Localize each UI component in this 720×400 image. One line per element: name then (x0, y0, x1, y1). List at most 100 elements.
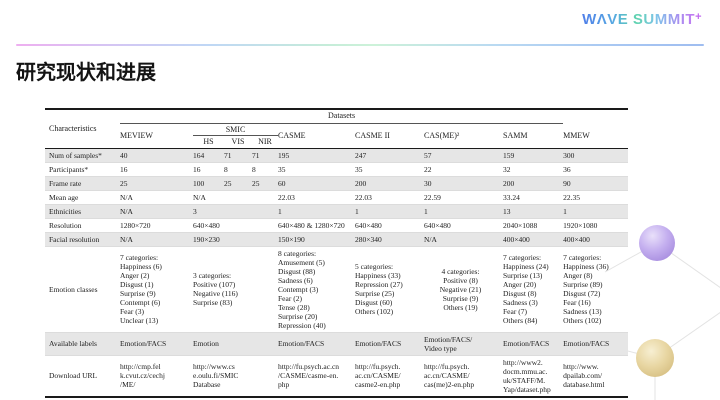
table-row: Participants* 16 16 8 8 35 35 22 32 36 (45, 162, 629, 176)
datasets-spanner-header: Datasets (120, 109, 564, 124)
table-cell: 300 (563, 147, 629, 163)
table-cell: 57 (424, 147, 503, 163)
table-cell: 190×230 (193, 234, 220, 244)
table-cell: 8 (252, 164, 256, 174)
table-cell: 1 (563, 206, 567, 216)
table-cell: 22.35 (563, 192, 580, 202)
table-cell: 7 categories: Happiness (24) Surprise (1… (503, 253, 549, 326)
table-cell: 5 categories: Happiness (33) Repression … (355, 262, 403, 317)
table-cell: 35 (278, 164, 286, 174)
yellow-sphere (636, 339, 674, 377)
table-cell: 71 (252, 147, 278, 163)
table-cell: 150×190 (278, 234, 305, 244)
row-label: Facial resolution (49, 234, 100, 244)
table-cell: Emotion/FACS (563, 339, 610, 349)
header-row-datasets: Characteristics Datasets (45, 109, 628, 133)
table-cell: 60 (278, 178, 286, 188)
table-cell: 164 (193, 147, 224, 163)
table-cell: 1 (424, 206, 428, 216)
row-label: Available labels (49, 339, 97, 349)
table-cell: 640×480 (355, 220, 382, 230)
row-label: Emotion classes (49, 284, 98, 294)
table-cell: Emotion/FACS (120, 339, 167, 349)
table-row: Emotion classes 7 categories: Happiness (… (45, 246, 629, 332)
header-row-smic-sub: HS VIS NIR (45, 136, 628, 149)
column-header-mmew: MMEW (563, 130, 590, 140)
table-cell: 247 (355, 147, 424, 163)
table-cell: 13 (503, 206, 511, 216)
column-header-meview: MEVIEW (120, 130, 153, 140)
header-row-columns: MEVIEW SMIC CASME CASME II CAS(ME)² SAMM… (45, 123, 628, 140)
table-cell: N/A (120, 234, 133, 244)
table-cell: 40 (120, 147, 193, 163)
logo-plus-icon: + (695, 11, 702, 23)
table-cell: Emotion/FACS (278, 339, 325, 349)
table-cell: http://fu.psych.ac.cn /CASME/casme-en. p… (278, 362, 340, 390)
table-cell: 7 categories: Happiness (6) Anger (2) Di… (120, 253, 162, 326)
characteristics-header: Characteristics (49, 124, 97, 134)
table-cell: 640×480 (193, 220, 220, 230)
table-cell: 16 (193, 164, 201, 174)
table-row: Available labels Emotion/FACS Emotion Emoti… (45, 332, 629, 356)
table-cell: 22.03 (278, 192, 295, 202)
subcolumn-header-nir: NIR (258, 137, 272, 147)
table-cell: 7 categories: Happiness (36) Anger (8) S… (563, 253, 609, 326)
table-cell: 1920×1080 (563, 220, 598, 230)
table-cell: 33.24 (503, 192, 520, 202)
row-label: Download URL (49, 371, 98, 381)
table-cell: 195 (278, 147, 355, 163)
table-row: Facial resolution N/A 190×230 150×190 280×34… (45, 232, 629, 247)
table-cell: 25 (120, 178, 128, 188)
wave-summit-logo: WΛVE SUMMIT+ (582, 11, 702, 28)
table-row: Download URL http://cmp.fel k.cvut.cz/cec… (45, 355, 629, 397)
table-cell: http://fu.psych. ac.cn/CASME/ casme2-en.… (355, 362, 401, 390)
column-header-smic: SMIC (193, 123, 278, 137)
table-row: Num of samples* 40 164 71 71 195 247 57 159 300 (45, 147, 629, 163)
table-cell: N/A (424, 234, 437, 244)
table-cell: 90 (563, 178, 571, 188)
row-label: Num of samples* (45, 147, 120, 163)
table-row: Frame rate 25 100 25 25 60 200 30 200 90 (45, 176, 629, 191)
table-cell: 71 (224, 147, 252, 163)
table-cell: http://cmp.fel k.cvut.cz/cechj /ME/ (120, 362, 165, 390)
table-cell: 22.03 (355, 192, 372, 202)
table-row: Ethnicities N/A 3 1 1 1 13 1 (45, 204, 629, 219)
table-cell: 30 (424, 178, 432, 188)
row-label: Resolution (49, 220, 82, 230)
column-header-samm: SAMM (503, 130, 528, 140)
table-cell: http://fu.psych. ac.cn/CASME/ cas(me)2-e… (424, 362, 475, 390)
table-header: Characteristics Datasets MEVIEW SMIC CAS… (45, 109, 628, 148)
row-label: Mean age (49, 192, 79, 202)
table-cell: Emotion/FACS/ Video type (424, 334, 473, 353)
table-cell: http://www2. docm.mmu.ac. uk/STAFF/M. Ya… (503, 357, 551, 394)
table-cell: 3 categories: Positive (107) Negative (1… (193, 271, 238, 308)
gradient-divider (16, 44, 704, 46)
table-cell: 640×480 (424, 220, 451, 230)
table-cell: 8 (224, 164, 228, 174)
table-cell: 280×340 (355, 234, 382, 244)
table-cell: 159 (503, 147, 564, 163)
table-cell: 22 (424, 164, 432, 174)
purple-sphere (639, 225, 675, 261)
table-cell: 1280×720 (120, 220, 151, 230)
table-cell: N/A (120, 206, 133, 216)
table-cell: 100 (193, 178, 205, 188)
row-label: Frame rate (49, 178, 82, 188)
table-cell: 16 (120, 164, 128, 174)
table-cell: 4 categories: Positive (8) Negative (21)… (439, 266, 482, 312)
table-cell: 1 (278, 206, 282, 216)
table-row: Mean age N/A N/A 22.03 22.03 22.59 33.24 22.35 (45, 190, 629, 204)
column-header-casme: CASME (278, 130, 306, 140)
subcolumn-header-vis: VIS (231, 137, 245, 147)
table-cell: 640×480 & 1280×720 (278, 220, 345, 230)
table-cell: http://www.cs e.oulu.fi/SMIC Database (193, 362, 239, 390)
column-header-casme-sq: CAS(ME)² (424, 130, 460, 140)
table-cell: 400×400 (563, 234, 590, 244)
table-cell: Emotion (193, 339, 219, 349)
row-label: Ethnicities (49, 206, 82, 216)
table-cell: Emotion/FACS (355, 339, 402, 349)
table-row: Resolution 1280×720 640×480 640×480 & 1280×… (45, 218, 629, 232)
table-cell: 200 (503, 178, 515, 188)
table-cell: 3 (193, 206, 197, 216)
